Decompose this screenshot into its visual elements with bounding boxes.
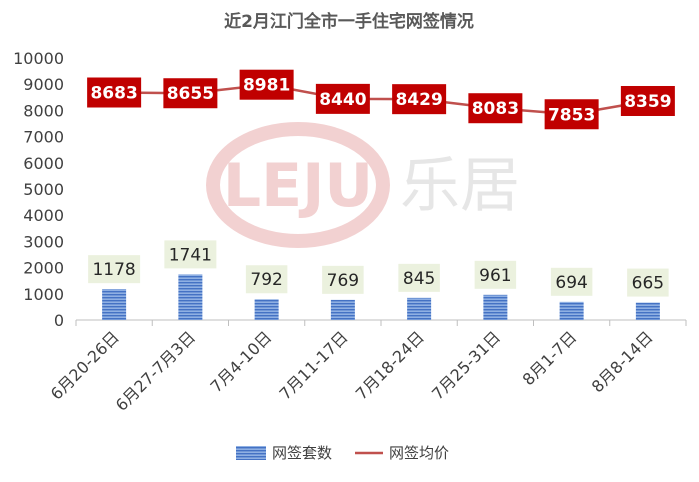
x-tick-label: 6月27-7月3日 bbox=[112, 327, 199, 414]
bar-data-label: 792 bbox=[245, 265, 288, 294]
bar bbox=[330, 299, 355, 320]
watermark-brand-text: 乐居 bbox=[400, 151, 520, 221]
line-label-value: 8440 bbox=[319, 90, 366, 110]
y-tick-label: 10000 bbox=[13, 49, 64, 68]
line-data-label: 8440 bbox=[315, 83, 370, 114]
watermark-logo-text: LEJU bbox=[223, 151, 373, 221]
line-data-label: 7853 bbox=[544, 99, 599, 130]
bar-label-box bbox=[88, 255, 141, 284]
bar-label-box bbox=[398, 263, 440, 292]
line-label-value: 8083 bbox=[472, 99, 519, 119]
line-data-label: 8981 bbox=[239, 69, 294, 100]
bar-label-box bbox=[245, 265, 288, 294]
y-tick-label: 2000 bbox=[23, 259, 64, 278]
y-tick-label: 5000 bbox=[23, 180, 64, 199]
line-data-labels: 8683 8655 8981 8440 8429 8083 7853 8359 bbox=[87, 69, 675, 130]
bar-data-label: 769 bbox=[322, 265, 364, 294]
bar-series bbox=[102, 274, 660, 320]
chart-title: 近2月江门全市一手住宅网签情况 bbox=[224, 11, 474, 32]
bar-data-label: 1741 bbox=[164, 240, 217, 269]
bar-label-value: 694 bbox=[555, 273, 587, 293]
line-label-box bbox=[620, 85, 675, 116]
line-label-box bbox=[87, 77, 142, 108]
line-label-box bbox=[468, 93, 523, 124]
x-tick-label: 8月8-14日 bbox=[588, 327, 657, 396]
line-data-label: 8083 bbox=[468, 93, 523, 124]
bar-data-label: 845 bbox=[398, 263, 440, 292]
legend-line-label: 网签均价 bbox=[389, 444, 449, 462]
y-tick-label: 7000 bbox=[23, 128, 64, 147]
bar bbox=[635, 302, 660, 320]
bar-label-value: 665 bbox=[632, 274, 664, 294]
legend: 网签套数 网签均价 bbox=[236, 444, 449, 462]
x-tick-label: 7月18-24日 bbox=[352, 327, 428, 403]
legend-bar-swatch bbox=[236, 446, 266, 460]
line-data-label: 8655 bbox=[163, 78, 218, 109]
line-label-value: 7853 bbox=[548, 105, 595, 125]
bar-label-value: 1178 bbox=[92, 260, 135, 280]
bar-label-value: 769 bbox=[327, 271, 359, 291]
bar-label-value: 845 bbox=[403, 269, 435, 289]
y-axis: 0 1000 2000 3000 4000 5000 6000 7000 8000 9000 100… bbox=[13, 49, 64, 330]
bar-label-value: 961 bbox=[479, 266, 511, 286]
x-tick-label: 6月20-26日 bbox=[47, 327, 123, 403]
bar-label-box bbox=[164, 240, 217, 269]
bar-label-value: 1741 bbox=[169, 245, 212, 265]
y-tick-label: 6000 bbox=[23, 154, 64, 173]
bar-label-box bbox=[322, 265, 364, 294]
line-label-value: 8683 bbox=[90, 84, 137, 104]
line-data-label: 8359 bbox=[620, 85, 675, 116]
bar bbox=[178, 274, 203, 320]
bar bbox=[102, 289, 127, 320]
bar-label-box bbox=[550, 267, 593, 296]
bar-data-label: 961 bbox=[474, 260, 517, 289]
line-label-box bbox=[392, 84, 447, 115]
line-data-label: 8683 bbox=[87, 77, 142, 108]
line-label-box bbox=[239, 69, 294, 100]
line-label-value: 8429 bbox=[395, 90, 442, 110]
line-label-box bbox=[544, 99, 599, 130]
bar bbox=[254, 299, 279, 320]
x-tick-label: 7月25-31日 bbox=[428, 327, 504, 403]
line-label-box bbox=[315, 83, 370, 114]
bar bbox=[483, 294, 508, 320]
line-data-label: 8429 bbox=[392, 84, 447, 115]
x-axis-ticks bbox=[75, 320, 687, 326]
bar-data-label: 694 bbox=[550, 267, 593, 296]
x-tick-label: 8月1-7日 bbox=[519, 327, 581, 389]
legend-bar-label: 网签套数 bbox=[272, 444, 332, 462]
bar-data-labels: 1178 1741 792 769 845 961 694 665 bbox=[88, 240, 669, 297]
line-label-value: 8655 bbox=[167, 84, 214, 104]
bar-data-label: 665 bbox=[627, 268, 669, 297]
line-label-box bbox=[163, 78, 218, 109]
y-tick-label: 8000 bbox=[23, 101, 64, 120]
bar bbox=[407, 297, 432, 320]
y-tick-label: 0 bbox=[54, 311, 64, 330]
y-tick-label: 3000 bbox=[23, 232, 64, 251]
bar-data-label: 1178 bbox=[88, 255, 141, 284]
line-label-value: 8981 bbox=[243, 76, 290, 96]
x-tick-label: 7月4-10日 bbox=[207, 327, 276, 396]
bar-label-value: 792 bbox=[250, 270, 282, 290]
bar-label-box bbox=[627, 268, 669, 297]
x-tick-label: 7月11-17日 bbox=[276, 327, 352, 403]
y-tick-label: 4000 bbox=[23, 206, 64, 225]
bar bbox=[559, 301, 584, 320]
line-label-value: 8359 bbox=[624, 92, 671, 112]
bar-label-box bbox=[474, 260, 517, 289]
y-tick-label: 9000 bbox=[23, 75, 64, 94]
leju-watermark: LEJU 乐居 bbox=[206, 122, 520, 248]
y-tick-label: 1000 bbox=[23, 285, 64, 304]
